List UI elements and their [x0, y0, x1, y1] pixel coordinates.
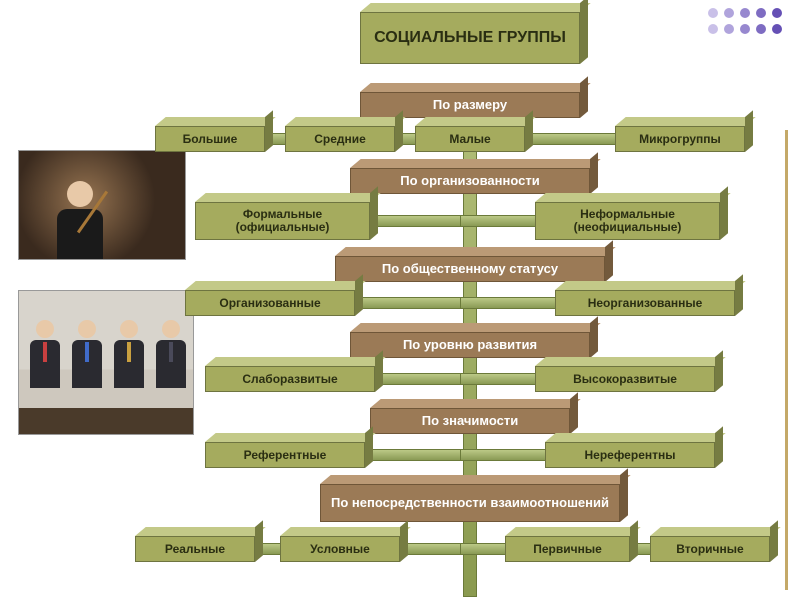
orchestra-photo	[18, 150, 186, 260]
leaf-label: Реальные	[135, 536, 255, 562]
leaf-label: Малые	[415, 126, 525, 152]
connector	[520, 133, 620, 145]
connector	[460, 215, 540, 227]
leaf-box: Реальные	[135, 536, 255, 562]
category-label: По непосредственности взаимоотношений	[320, 484, 620, 522]
leaf-label: Формальные (официальные)	[195, 202, 370, 240]
connector	[365, 215, 465, 227]
connector	[460, 297, 560, 309]
leaf-box: Микрогруппы	[615, 126, 745, 152]
leaf-box: Высокоразвитые	[535, 366, 715, 392]
connector	[460, 449, 550, 461]
connector	[370, 373, 465, 385]
category-box: По организованности	[350, 168, 590, 194]
leaf-box: Малые	[415, 126, 525, 152]
leaf-box: Слаборазвитые	[205, 366, 375, 392]
leaf-box: Неформальные (неофициальные)	[535, 202, 720, 240]
leaf-label: Условные	[280, 536, 400, 562]
leaf-box: Большие	[155, 126, 265, 152]
connector	[460, 373, 540, 385]
leaf-box: Первичные	[505, 536, 630, 562]
leaf-label: Первичные	[505, 536, 630, 562]
leaf-box: Формальные (официальные)	[195, 202, 370, 240]
corner-dots	[708, 8, 782, 34]
side-dotted-line	[785, 130, 788, 590]
leaf-label: Высокоразвитые	[535, 366, 715, 392]
leaf-label: Микрогруппы	[615, 126, 745, 152]
category-box: По уровню развития	[350, 332, 590, 358]
category-label: По уровню развития	[350, 332, 590, 358]
diagram-title: СОЦИАЛЬНЫЕ ГРУППЫ	[360, 12, 580, 64]
leaf-label: Неорганизованные	[555, 290, 735, 316]
leaf-label: Большие	[155, 126, 265, 152]
leaf-box: Вторичные	[650, 536, 770, 562]
leaf-label: Слаборазвитые	[205, 366, 375, 392]
connector	[350, 297, 465, 309]
category-label: По организованности	[350, 168, 590, 194]
leaf-label: Неформальные (неофициальные)	[535, 202, 720, 240]
business-people-photo	[18, 290, 194, 435]
category-box: По общественному статусу	[335, 256, 605, 282]
leaf-label: Организованные	[185, 290, 355, 316]
category-box: По непосредственности взаимоотношений	[320, 484, 620, 522]
category-label: По размеру	[360, 92, 580, 118]
leaf-box: Референтные	[205, 442, 365, 468]
category-box: По размеру	[360, 92, 580, 118]
leaf-box: Условные	[280, 536, 400, 562]
connector	[460, 543, 510, 555]
category-label: По общественному статусу	[335, 256, 605, 282]
leaf-label: Вторичные	[650, 536, 770, 562]
leaf-box: Средние	[285, 126, 395, 152]
leaf-box: Нереферентны	[545, 442, 715, 468]
leaf-box: Неорганизованные	[555, 290, 735, 316]
category-box: По значимости	[370, 408, 570, 434]
title-label: СОЦИАЛЬНЫЕ ГРУППЫ	[360, 12, 580, 64]
leaf-label: Нереферентны	[545, 442, 715, 468]
leaf-label: Референтные	[205, 442, 365, 468]
connector	[360, 449, 465, 461]
leaf-label: Средние	[285, 126, 395, 152]
leaf-box: Организованные	[185, 290, 355, 316]
category-label: По значимости	[370, 408, 570, 434]
